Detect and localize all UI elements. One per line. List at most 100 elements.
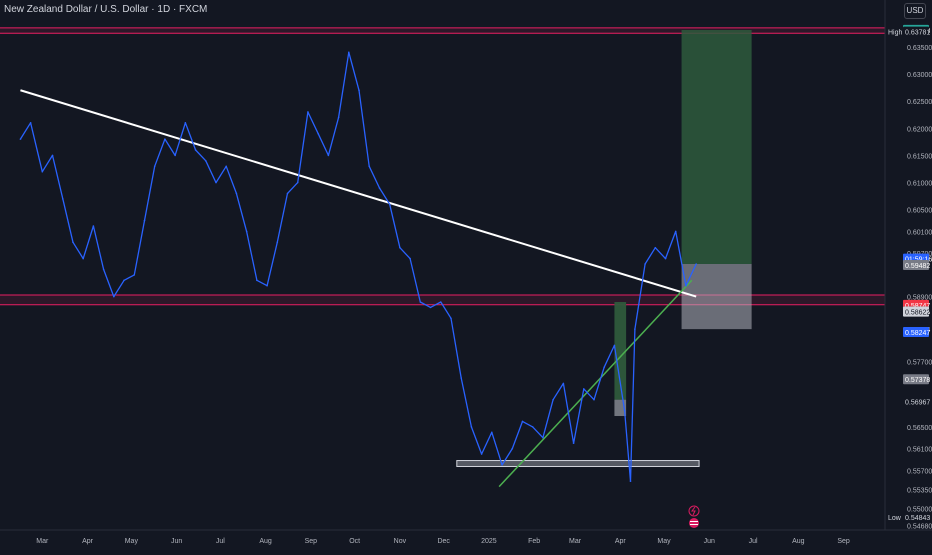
data-point-0-39 (419, 301, 422, 303)
data-point-0-13 (153, 165, 156, 168)
currency-button[interactable]: USD (904, 3, 926, 19)
data-point-0-37 (399, 246, 401, 249)
ps-0-58622-bg (903, 306, 929, 317)
x-tick-label: Oct (349, 538, 360, 545)
data-point-0-14 (164, 138, 166, 140)
data-point-0-20 (225, 165, 228, 168)
data-point-0-2 (41, 170, 44, 173)
data-point-0-34 (368, 165, 371, 168)
data-point-0-65 (674, 230, 677, 233)
ps-low-bg (903, 511, 929, 522)
data-point-0-22 (245, 230, 248, 233)
data-point-0-32 (348, 51, 350, 54)
ps-0-59482-bg (903, 259, 929, 270)
ps-0-58247-bg (903, 327, 929, 338)
y-tick-label: 0.60100 (907, 229, 932, 236)
price-labels: 0.63813High0.6378101:59:160.594820.58747… (888, 24, 932, 522)
x-tick-label: Nov (394, 538, 407, 545)
y-tick-label: 0.57700 (907, 360, 932, 367)
long-position-profit (681, 30, 752, 264)
x-tick-label: Jul (216, 538, 225, 545)
data-point-0-50 (531, 426, 534, 428)
lightning-glyph (691, 506, 696, 516)
data-point-0-45 (480, 453, 483, 455)
price-scale[interactable]: 0.63500 0.63000 0.62500 0.62000 0.61500 0.610… (907, 45, 932, 531)
trendlines-layer (20, 89, 697, 488)
data-point-0-27 (296, 181, 299, 184)
data-point-0-38 (409, 257, 411, 260)
x-tick-label: Sep (305, 538, 318, 545)
data-point-0-21 (235, 192, 238, 195)
x-tick-label: Apr (615, 538, 627, 545)
data-point-0-63 (654, 246, 657, 249)
data-point-0-17 (194, 149, 197, 151)
data-point-0-29 (317, 132, 319, 135)
y-tick-label: 0.60500 (907, 208, 932, 215)
descending-trendline (20, 89, 697, 298)
y-tick-label: 0.61000 (907, 181, 932, 188)
y-tick-label: 0.63000 (907, 72, 932, 79)
data-point-0-18 (204, 160, 207, 162)
us-flag-icon[interactable] (689, 518, 699, 528)
us-flag-stripes-2 (690, 524, 698, 525)
data-point-0-58 (613, 344, 616, 347)
x-tick-label: May (125, 538, 139, 545)
data-point-0-67 (695, 263, 697, 265)
data-point-0-54 (572, 442, 575, 444)
ps-high-text: 0.63781 (905, 30, 930, 37)
small-position-profit (614, 302, 627, 400)
data-point-0-66 (685, 284, 687, 287)
zones-layer (0, 27, 885, 468)
data-point-0-11 (133, 274, 136, 276)
x-tick-label: Feb (528, 538, 540, 545)
data-point-0-6 (82, 257, 84, 260)
x-tick-label: Mar (36, 538, 49, 545)
data-point-0-42 (450, 317, 452, 320)
data-point-0-46 (491, 431, 493, 434)
data-point-0-36 (388, 203, 391, 206)
x-tick-label: Dec (437, 538, 450, 545)
data-point-0-19 (215, 181, 217, 184)
y-tick-label: 0.62000 (907, 126, 932, 133)
y-tick-label: 0.63500 (907, 45, 932, 52)
lightning-icon[interactable] (688, 505, 700, 517)
data-point-0-3 (51, 154, 54, 157)
y-tick-label: 0.56500 (907, 425, 932, 432)
data-point-0-64 (664, 257, 667, 260)
data-point-0-57 (603, 366, 606, 368)
data-point-0-1 (29, 122, 32, 124)
ps-0-56967-bg (903, 396, 929, 407)
data-point-0-40 (429, 306, 432, 309)
ps-0-57378-bg (903, 374, 929, 385)
data-point-0-61 (634, 328, 636, 330)
data-point-0-16 (184, 122, 187, 124)
data-point-0-7 (92, 225, 95, 227)
data-point-0-9 (113, 295, 115, 298)
ps-0-58747-text: 0.58747 (905, 303, 930, 310)
data-point-0-28 (307, 111, 309, 113)
y-tick-label: 0.55350 (907, 487, 932, 494)
data-point-0-15 (174, 154, 176, 157)
data-point-0-43 (460, 377, 462, 379)
ps-0-57378-text: 0.57378 (905, 377, 930, 384)
ps-low-text: 0.54843 (905, 515, 930, 522)
ps-high-bg (903, 26, 929, 37)
data-point-0-33 (358, 89, 360, 92)
series-line-0 (19, 51, 697, 482)
data-point-0-35 (378, 187, 381, 189)
x-tick-label: Jul (749, 538, 758, 545)
x-tick-label: Sep (837, 538, 850, 545)
data-point-0-30 (327, 154, 330, 157)
data-point-0-8 (102, 268, 105, 271)
support-zone (456, 460, 700, 468)
event-icons[interactable] (688, 505, 700, 528)
series-layer (19, 51, 697, 482)
data-point-0-62 (644, 263, 646, 265)
data-point-0-49 (521, 420, 524, 423)
x-tick-label: Apr (82, 538, 94, 545)
data-point-0-51 (542, 436, 544, 439)
y-tick-label: 0.54680 (907, 524, 932, 531)
time-scale[interactable]: Mar Apr May Jun Jul Aug Sep Oct Nov Dec 2025 Feb Mar… (36, 538, 850, 545)
data-point-0-23 (256, 279, 258, 282)
